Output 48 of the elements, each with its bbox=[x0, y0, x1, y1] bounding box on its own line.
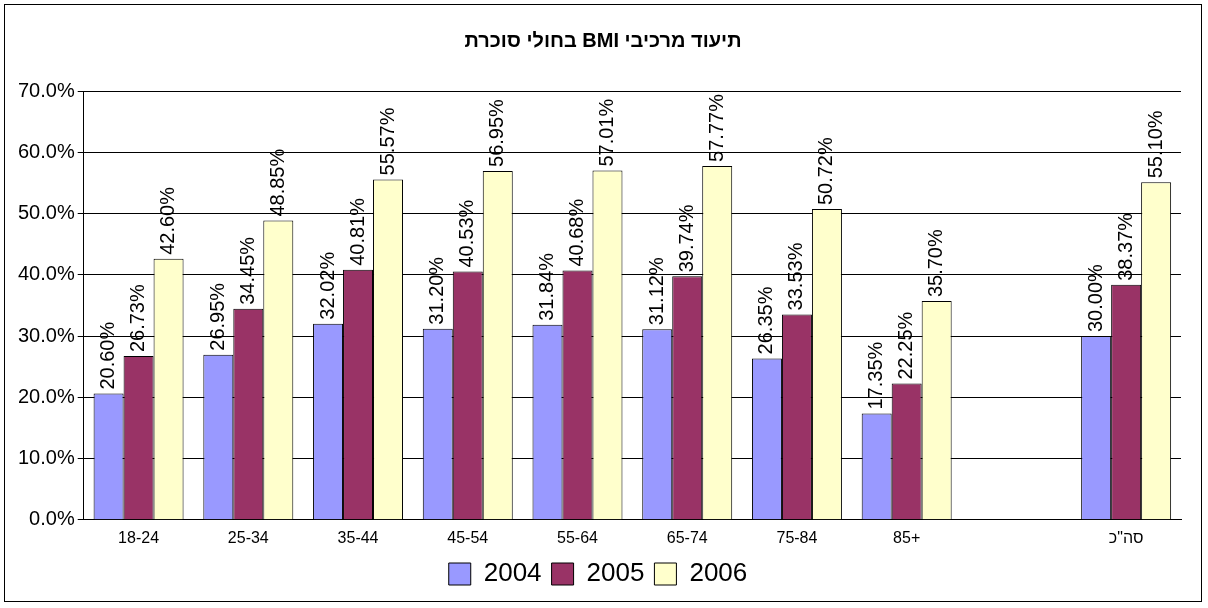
data-label: 40.53% bbox=[455, 199, 478, 268]
data-label: 26.73% bbox=[126, 284, 149, 353]
y-tick-label: 60.0% bbox=[17, 139, 75, 162]
y-tick-label: 70.0% bbox=[17, 78, 75, 101]
data-label: 40.68% bbox=[565, 198, 588, 267]
data-label: 50.72% bbox=[814, 137, 837, 206]
data-label: 32.02% bbox=[315, 251, 338, 320]
data-label: 55.57% bbox=[375, 107, 398, 176]
y-tick-label: 20.0% bbox=[17, 384, 75, 407]
data-label: 31.84% bbox=[535, 252, 558, 321]
data-label: 48.85% bbox=[265, 148, 288, 217]
x-tick-label: סה"כ bbox=[1108, 528, 1144, 546]
data-label: 38.37% bbox=[1113, 212, 1136, 281]
data-label: 33.53% bbox=[784, 242, 807, 311]
x-tick-label: 45-54 bbox=[447, 528, 489, 546]
x-tick-label: 65-74 bbox=[666, 528, 708, 546]
y-tick-label: 40.0% bbox=[17, 262, 75, 285]
data-label: 57.77% bbox=[704, 93, 727, 162]
chart-title: תיעוד מרכיבי BMI בחולי סוכרת bbox=[463, 29, 743, 52]
data-label: 17.35% bbox=[864, 341, 887, 410]
data-label: 35.70% bbox=[924, 229, 947, 298]
data-label: 26.35% bbox=[754, 286, 777, 355]
data-label: 55.10% bbox=[1143, 110, 1166, 179]
data-label: 30.00% bbox=[1083, 263, 1106, 333]
data-label: 31.20% bbox=[425, 256, 448, 325]
data-label: 39.74% bbox=[674, 204, 697, 273]
y-tick-label: 0.0% bbox=[29, 507, 75, 530]
data-label: 42.60% bbox=[156, 186, 179, 255]
x-tick-label: 25-34 bbox=[227, 528, 269, 546]
data-label: 22.25% bbox=[894, 311, 917, 380]
legend-label: 2006 bbox=[689, 557, 748, 588]
x-tick-label: 75-84 bbox=[776, 528, 818, 546]
data-label: 40.81% bbox=[345, 197, 368, 266]
y-tick-label: 50.0% bbox=[17, 201, 75, 224]
data-label: 31.12% bbox=[644, 257, 667, 326]
x-tick-label: 18-24 bbox=[118, 528, 160, 546]
x-tick-label: 55-64 bbox=[557, 528, 599, 546]
x-tick-label: 85+ bbox=[893, 528, 921, 546]
legend-label: 2005 bbox=[586, 557, 645, 588]
legend-label: 2004 bbox=[483, 557, 542, 588]
data-label: 34.45% bbox=[235, 236, 258, 305]
data-label: 26.95% bbox=[205, 282, 228, 351]
y-tick-label: 30.0% bbox=[17, 323, 75, 346]
x-tick-label: 35-44 bbox=[337, 528, 379, 546]
data-label: 56.95% bbox=[485, 98, 508, 167]
y-tick-label: 10.0% bbox=[17, 446, 75, 469]
data-label: 20.60% bbox=[96, 321, 119, 390]
data-label: 57.01% bbox=[595, 98, 617, 167]
